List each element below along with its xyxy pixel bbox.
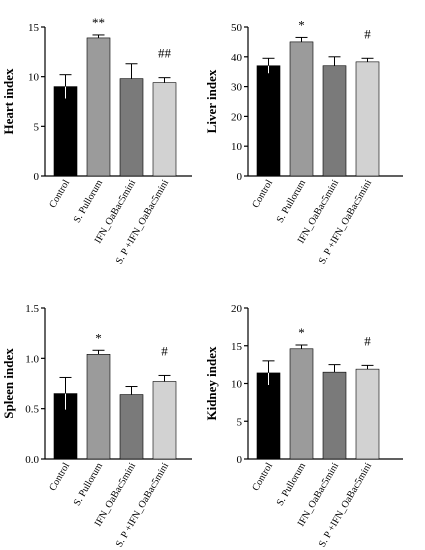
y-tick-label: 5 — [34, 121, 40, 133]
y-tick-label: 15 — [231, 341, 243, 353]
y-tick-label: 1.5 — [25, 303, 39, 315]
y-tick-label: 10 — [28, 72, 40, 84]
significance-mark: * — [298, 325, 305, 340]
chart-panel-2: 0 10 20 30 40 50 Liver index Control * S. Pulloru… — [204, 17, 403, 266]
y-tick-label: 20 — [231, 303, 243, 315]
bar-2 — [86, 354, 111, 460]
y-tick-label: 10 — [231, 379, 243, 391]
y-tick-label: 10 — [231, 141, 243, 153]
y-tick-label: 0.5 — [25, 404, 39, 416]
significance-mark: * — [298, 17, 305, 32]
bar-1 — [256, 372, 281, 460]
bar-4 — [152, 381, 177, 460]
bar-4 — [152, 82, 177, 177]
bar-3 — [322, 65, 347, 177]
category-label: Control — [250, 461, 275, 493]
significance-mark: ** — [92, 15, 105, 30]
category-label: Control — [47, 178, 72, 210]
y-tick-label: 20 — [231, 111, 243, 123]
bar-2 — [289, 41, 314, 177]
bar-3 — [322, 371, 347, 460]
y-tick-label: 0.0 — [25, 454, 39, 466]
significance-mark: * — [95, 330, 102, 345]
y-tick-label: 0 — [237, 454, 243, 466]
y-tick-label: 30 — [231, 82, 243, 94]
y-tick-label: 40 — [231, 52, 243, 64]
category-label: S. Pullorum — [275, 178, 309, 225]
y-axis-label: Spleen index — [1, 348, 16, 419]
bar-2 — [86, 37, 111, 177]
y-axis-label: Heart index — [1, 68, 16, 135]
y-tick-label: 1.0 — [25, 353, 39, 365]
category-label: S. Pullorum — [72, 178, 106, 225]
bar-4 — [355, 368, 380, 460]
chart-panel-3: 0.0 0.5 1.0 1.5 Spleen index Control * S. Pullo… — [1, 303, 192, 549]
bar-4 — [355, 61, 380, 177]
bar-1 — [53, 86, 78, 177]
significance-mark: ## — [158, 46, 172, 61]
category-label: S. Pullorum — [72, 461, 106, 508]
y-tick-label: 15 — [28, 22, 40, 34]
category-label: Control — [47, 461, 72, 493]
y-axis-label: Kidney index — [204, 346, 219, 421]
bar-3 — [119, 394, 144, 460]
y-tick-label: 50 — [231, 22, 243, 34]
significance-mark: # — [364, 26, 371, 41]
y-tick-label: 0 — [237, 171, 243, 183]
significance-mark: # — [161, 343, 168, 358]
category-label: Control — [250, 178, 275, 210]
category-label: S. Pullorum — [275, 461, 309, 508]
bar-3 — [119, 78, 144, 177]
significance-mark: # — [364, 333, 371, 348]
y-tick-label: 0 — [34, 171, 40, 183]
y-axis-label: Liver index — [204, 69, 219, 133]
bar-2 — [289, 348, 314, 460]
bar-1 — [256, 65, 281, 177]
y-tick-label: 5 — [237, 416, 243, 428]
